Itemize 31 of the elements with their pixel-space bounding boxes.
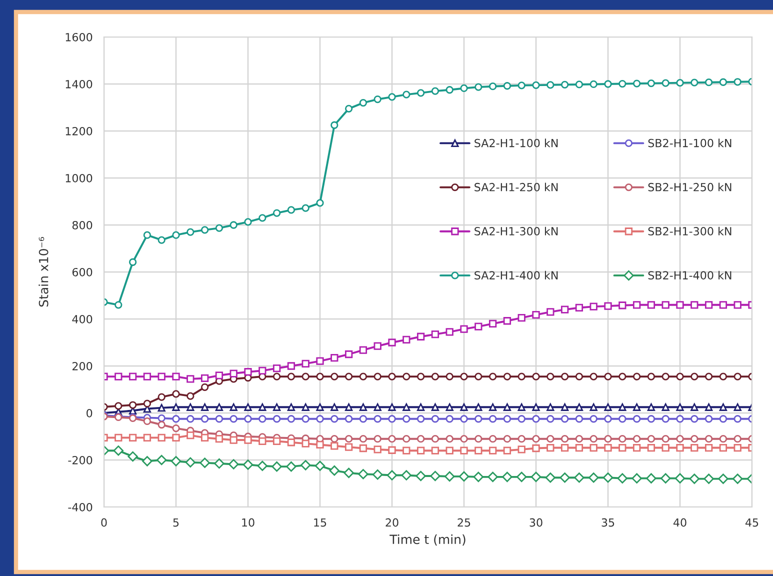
x-tick-label: 20: [386, 518, 398, 527]
x-tick-label: 35: [602, 518, 614, 527]
y-tick-label: 400: [72, 314, 92, 324]
x-tick-label: 0: [101, 518, 107, 527]
legend-label: SB2-H1-400 kN: [648, 270, 732, 280]
x-tick-label: 10: [242, 518, 254, 527]
x-tick-label: 30: [530, 518, 542, 527]
legend-label: SA2-H1-100 kN: [474, 138, 558, 148]
x-tick-label: 40: [673, 518, 686, 527]
legend-label: SB2-H1-250 kN: [648, 182, 732, 192]
y-tick-label: 0: [86, 408, 92, 418]
x-tick-label: 45: [745, 518, 758, 527]
y-tick-label: 1000: [66, 174, 92, 182]
legend-label: SB2-H1-300 kN: [648, 226, 732, 236]
x-tick-label: 15: [314, 518, 326, 527]
y-tick-label: 600: [72, 268, 92, 276]
y-tick-label: -400: [68, 502, 92, 512]
y-tick-label: 1600: [66, 32, 92, 42]
y-tick-label: 200: [72, 362, 92, 370]
y-tick-label: 800: [72, 220, 92, 230]
x-tick-label: 25: [458, 518, 470, 527]
x-axis-title: Time t (min): [390, 534, 466, 546]
y-axis-title: Stain x10⁻⁶: [38, 237, 48, 307]
legend-label: SB2-H1-100 kN: [648, 138, 732, 148]
y-tick-label: 1400: [66, 80, 92, 88]
legend-label: SA2-H1-300 kN: [474, 226, 558, 236]
legend-label: SA2-H1-250 kN: [474, 182, 558, 192]
y-tick-label: -200: [68, 456, 92, 464]
y-tick-label: 1200: [66, 126, 92, 136]
legend-label: SA2-H1-400 kN: [474, 270, 558, 280]
x-tick-label: 5: [173, 518, 179, 527]
